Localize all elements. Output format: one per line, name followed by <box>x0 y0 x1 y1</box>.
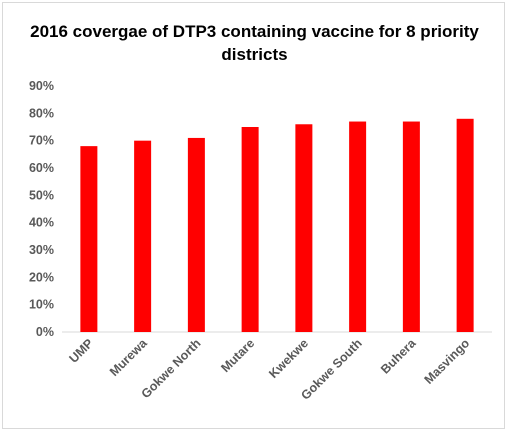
x-tick-label: Masvingo <box>422 336 473 387</box>
y-tick-label: 10% <box>29 298 54 312</box>
bar <box>80 146 98 332</box>
y-tick-label: 90% <box>29 79 54 93</box>
bar <box>349 121 367 333</box>
y-tick-label: 60% <box>29 161 54 175</box>
bar <box>134 140 152 332</box>
y-tick-label: 0% <box>36 325 54 339</box>
y-tick-label: 50% <box>29 188 54 202</box>
x-tick-label: Murewa <box>107 335 151 379</box>
x-tick-label: UMP <box>66 336 96 366</box>
y-tick-label: 40% <box>29 216 54 230</box>
y-tick-label: 30% <box>29 243 54 257</box>
y-tick-label: 70% <box>29 134 54 148</box>
bar <box>402 121 420 333</box>
y-tick-label: 20% <box>29 270 54 284</box>
x-tick-label: Mutare <box>218 336 257 375</box>
x-tick-label: Kwekwe <box>266 336 311 381</box>
bar <box>295 124 313 333</box>
x-tick-label: Buhera <box>378 335 419 376</box>
chart-title: 2016 covergae of DTP3 containing vaccine… <box>30 22 479 64</box>
y-tick-label: 80% <box>29 106 54 120</box>
bar <box>241 127 259 332</box>
bar <box>187 137 205 332</box>
bar <box>456 118 474 332</box>
